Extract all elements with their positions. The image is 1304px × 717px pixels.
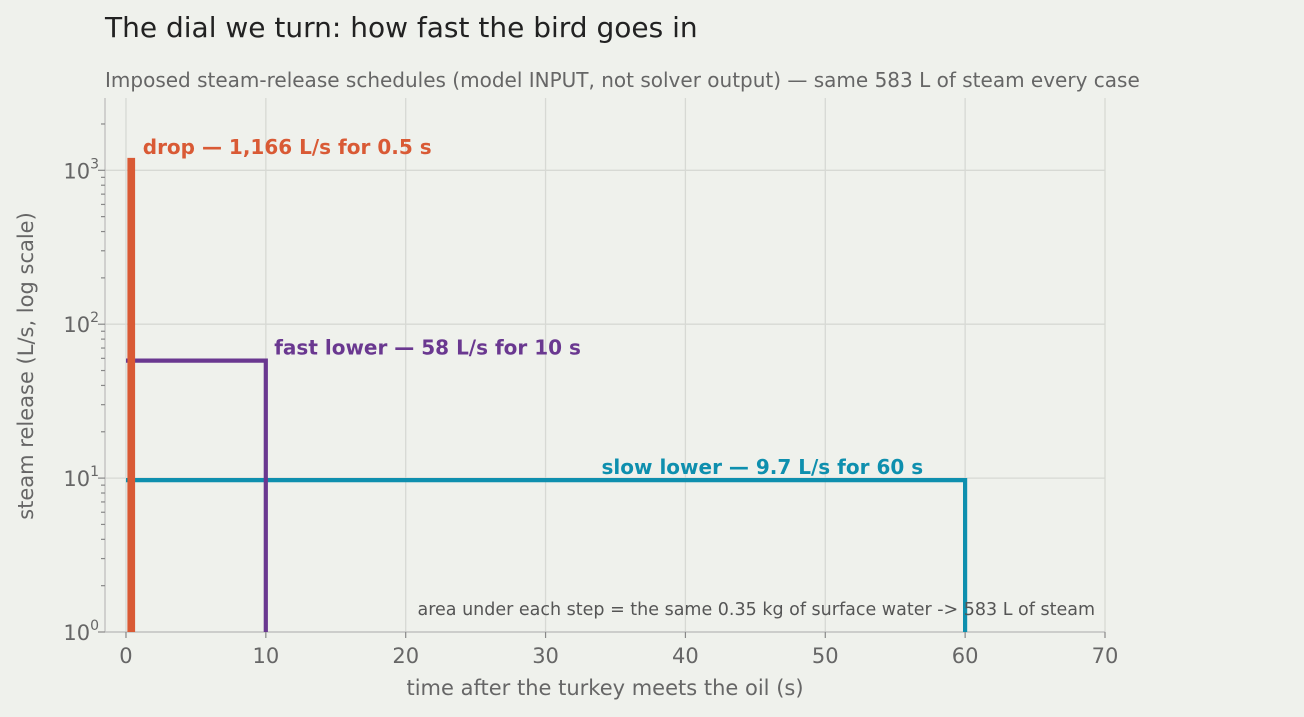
axes: 0 10 20 30 40 50 60 70 100 101 102 103 bbox=[63, 98, 1118, 668]
x-tick-label: 60 bbox=[952, 644, 979, 668]
series-line-fast bbox=[126, 358, 268, 632]
x-tick-label: 0 bbox=[119, 644, 132, 668]
x-axis-label: time after the turkey meets the oil (s) bbox=[406, 676, 803, 700]
series-line-slow bbox=[126, 478, 968, 632]
x-tick-label: 40 bbox=[672, 644, 699, 668]
x-tick-label: 10 bbox=[252, 644, 279, 668]
chart-subtitle: Imposed steam-release schedules (model I… bbox=[105, 68, 1140, 92]
series-line-drop bbox=[127, 157, 136, 632]
y-tick-label: 100 bbox=[63, 618, 99, 645]
grid bbox=[105, 98, 1106, 633]
series-label-fast: fast lower — 58 L/s for 10 s bbox=[274, 336, 581, 360]
y-axis-label: steam release (L/s, log scale) bbox=[14, 212, 38, 520]
chart-title: The dial we turn: how fast the bird goes… bbox=[104, 11, 698, 44]
area-annotation: area under each step = the same 0.35 kg … bbox=[417, 600, 1095, 620]
series-label-drop: drop — 1,166 L/s for 0.5 s bbox=[143, 135, 432, 159]
x-tick-label: 30 bbox=[532, 644, 559, 668]
y-tick-label: 102 bbox=[63, 310, 99, 337]
y-tick-label: 103 bbox=[63, 156, 99, 183]
series-labels: drop — 1,166 L/s for 0.5 s fast lower — 5… bbox=[143, 135, 923, 479]
x-tick-label: 50 bbox=[812, 644, 839, 668]
x-tick-label: 70 bbox=[1092, 644, 1119, 668]
y-tick-label: 101 bbox=[63, 464, 99, 491]
x-tick-label: 20 bbox=[392, 644, 419, 668]
series-label-slow: slow lower — 9.7 L/s for 60 s bbox=[602, 455, 924, 479]
series bbox=[126, 157, 968, 632]
